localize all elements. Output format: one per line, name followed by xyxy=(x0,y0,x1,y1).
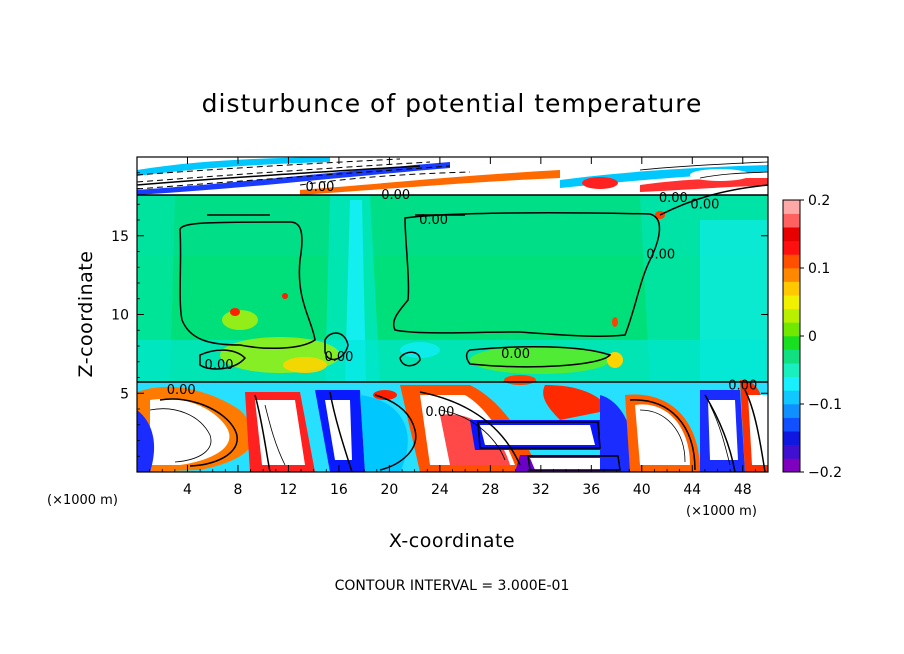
x-tick-label: 24 xyxy=(431,482,449,498)
colorbar-tick-label: 0 xyxy=(808,329,817,345)
x-tick-label: 44 xyxy=(683,482,701,498)
colorbar-tick-label: 0.2 xyxy=(808,193,830,209)
contour-value-label: 0.00 xyxy=(306,180,335,195)
contour-lines xyxy=(137,165,768,472)
contour-value-label: 0.00 xyxy=(501,347,530,362)
contour-value-label: 0.00 xyxy=(205,358,234,373)
colorbar-tick-label: 0.1 xyxy=(808,261,830,277)
colorbar-segment xyxy=(783,349,800,364)
contour-value-label: 0.00 xyxy=(659,191,688,206)
thin-contour-lines xyxy=(149,161,768,466)
colorbar-segment xyxy=(783,281,800,296)
contour-value-label: 0.00 xyxy=(381,188,410,203)
x-axis-label: X-coordinate xyxy=(389,530,515,552)
colorbar-segment xyxy=(783,240,800,255)
colorbar-segment xyxy=(783,404,800,418)
x-tick-label: 12 xyxy=(280,482,298,498)
colorbar-segment xyxy=(783,254,800,269)
colorbar-segment xyxy=(783,336,800,350)
contour-value-label: 0.00 xyxy=(646,248,675,263)
colorbar-segment xyxy=(783,444,800,459)
x-tick-label: 28 xyxy=(481,482,499,498)
contour-interval-label: CONTOUR INTERVAL = 3.000E-01 xyxy=(335,578,570,594)
colorbar-segment xyxy=(783,376,800,391)
colorbar-tick-label: −0.2 xyxy=(808,465,842,481)
x-tick-label: 8 xyxy=(233,482,242,498)
contour-value-label: 0.00 xyxy=(425,405,454,420)
x-tick-label: 32 xyxy=(532,482,550,498)
contour-value-label: 0.00 xyxy=(324,350,353,365)
y-tick-label: 10 xyxy=(111,308,129,324)
colorbar-segment xyxy=(783,390,800,405)
y-axis-ticks: 5 10 15 xyxy=(111,172,768,457)
colorbar-segment xyxy=(783,308,800,323)
colorbar-tick-labels: 0.2 0.1 0 −0.1 −0.2 xyxy=(800,193,842,481)
colorbar-segment xyxy=(783,431,800,446)
colorbar-segment xyxy=(783,322,800,337)
x-tick-label: 40 xyxy=(633,482,651,498)
y-axis-label: Z-coordinate xyxy=(75,251,97,378)
negative-contour-lines xyxy=(137,158,471,190)
contour-value-label: 0.00 xyxy=(728,378,757,393)
x-tick-label: 16 xyxy=(330,482,348,498)
x-tick-label: 36 xyxy=(582,482,600,498)
x-tick-label: 48 xyxy=(734,482,752,498)
chart-title: disturbunce of potential temperature xyxy=(202,89,703,118)
y-tick-label: 5 xyxy=(120,386,129,402)
x-axis-ticks: 4 8 12 16 20 24 28 32 36 40 44 48 xyxy=(149,157,756,498)
x-tick-label: 4 xyxy=(183,482,192,498)
colorbar-segment xyxy=(783,227,800,242)
colorbar-segment xyxy=(783,295,800,310)
colorbar-segment xyxy=(783,213,800,228)
contour-value-label: 0.00 xyxy=(167,383,196,398)
x-end-unit-label: (×1000 m) xyxy=(686,504,757,519)
colorbar-tick-label: −0.1 xyxy=(808,397,842,413)
colorbar-segment xyxy=(783,458,800,473)
colorbar-segment xyxy=(783,417,800,432)
x-origin-unit-label: (×1000 m) xyxy=(47,493,118,508)
x-tick-label: 20 xyxy=(380,482,398,498)
contour-labels: 0.000.000.000.00 0.000.000.000.000.000.00… xyxy=(167,180,758,420)
colorbar xyxy=(782,199,801,473)
colorbar-segment xyxy=(783,363,800,378)
y-tick-label: 15 xyxy=(111,229,129,245)
contour-value-label: 0.00 xyxy=(690,197,719,212)
colorbar-segment xyxy=(783,268,800,282)
heatmap-field xyxy=(137,157,768,472)
contour-value-label: 0.00 xyxy=(419,213,448,228)
colorbar-segment xyxy=(783,200,800,214)
